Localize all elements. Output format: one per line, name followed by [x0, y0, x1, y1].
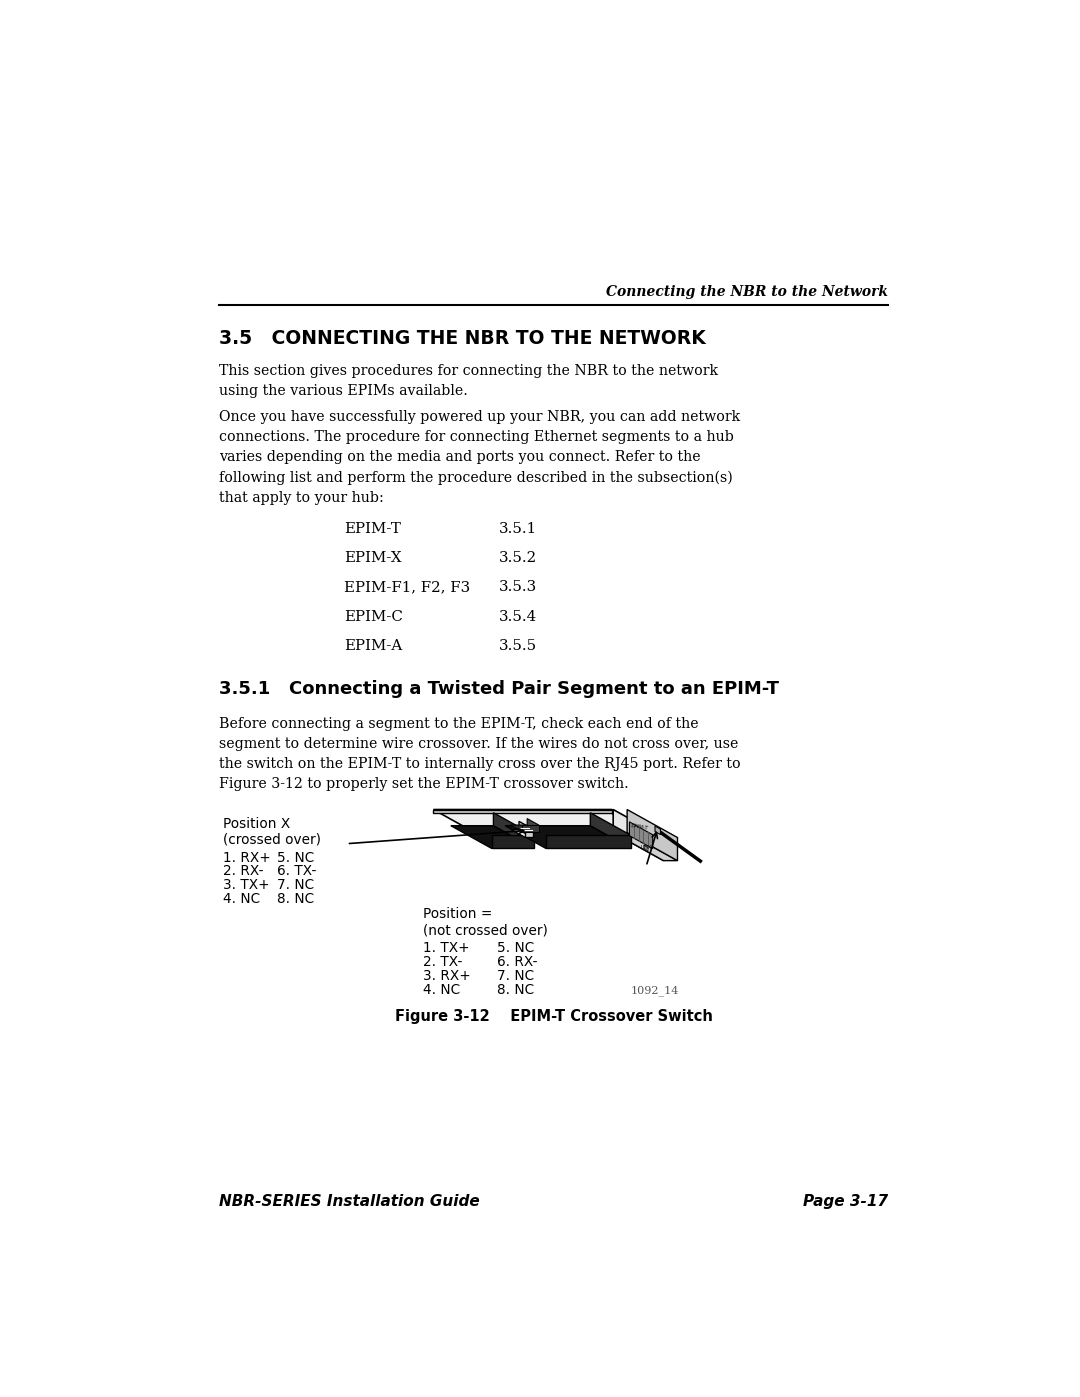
- Text: EPIM-X: EPIM-X: [345, 550, 402, 566]
- Polygon shape: [545, 835, 631, 848]
- Polygon shape: [613, 809, 663, 861]
- Polygon shape: [450, 826, 535, 848]
- Polygon shape: [433, 809, 662, 838]
- Polygon shape: [656, 826, 661, 834]
- Text: EPIM-T: EPIM-T: [630, 823, 648, 831]
- Text: 4. NC: 4. NC: [222, 893, 259, 907]
- Polygon shape: [627, 809, 677, 861]
- Text: 3. TX+: 3. TX+: [222, 879, 269, 893]
- Polygon shape: [519, 821, 532, 837]
- Text: 4. NC: 4. NC: [423, 983, 460, 997]
- Text: NBR-SERIES Installation Guide: NBR-SERIES Installation Guide: [218, 1193, 480, 1208]
- Text: LINK: LINK: [640, 845, 651, 851]
- Text: 3.5.2: 3.5.2: [499, 550, 538, 566]
- Text: 1092_14: 1092_14: [631, 985, 679, 996]
- Polygon shape: [613, 833, 677, 861]
- Polygon shape: [591, 813, 631, 848]
- Polygon shape: [511, 830, 532, 837]
- Polygon shape: [630, 821, 652, 848]
- Polygon shape: [611, 809, 662, 841]
- Text: Before connecting a segment to the EPIM-T, check each end of the
segment to dete: Before connecting a segment to the EPIM-…: [218, 717, 740, 791]
- Polygon shape: [644, 845, 648, 851]
- Text: EPIM-A: EPIM-A: [345, 638, 403, 652]
- Text: 7. NC: 7. NC: [497, 970, 534, 983]
- Polygon shape: [494, 813, 535, 848]
- Text: 3.5.1: 3.5.1: [499, 522, 538, 536]
- Text: EPIM-F1, F2, F3: EPIM-F1, F2, F3: [345, 580, 471, 594]
- Text: 5. NC: 5. NC: [276, 851, 314, 865]
- Polygon shape: [522, 826, 539, 831]
- Text: 2. TX-: 2. TX-: [423, 956, 462, 970]
- Text: EPIM-T: EPIM-T: [345, 522, 401, 536]
- Text: 6. TX-: 6. TX-: [276, 865, 316, 879]
- Polygon shape: [527, 819, 539, 831]
- Text: 1. TX+: 1. TX+: [423, 942, 470, 956]
- Text: 3.5.1   Connecting a Twisted Pair Segment to an EPIM-T: 3.5.1 Connecting a Twisted Pair Segment …: [218, 680, 779, 697]
- Text: 3.5.3: 3.5.3: [499, 580, 538, 594]
- Polygon shape: [505, 826, 631, 848]
- Text: EPIM-C: EPIM-C: [345, 609, 403, 623]
- Text: This section gives procedures for connecting the NBR to the network
using the va: This section gives procedures for connec…: [218, 365, 718, 398]
- Text: 3.5.5: 3.5.5: [499, 638, 538, 652]
- Text: Page 3-17: Page 3-17: [804, 1193, 889, 1208]
- Polygon shape: [510, 826, 539, 831]
- Text: 8. NC: 8. NC: [497, 983, 534, 997]
- Text: 3. RX+: 3. RX+: [423, 970, 471, 983]
- Text: 1. RX+: 1. RX+: [222, 851, 270, 865]
- Text: 3.5   CONNECTING THE NBR TO THE NETWORK: 3.5 CONNECTING THE NBR TO THE NETWORK: [218, 330, 705, 348]
- Text: 7. NC: 7. NC: [276, 879, 314, 893]
- Text: Position X
(crossed over): Position X (crossed over): [222, 817, 321, 847]
- Text: Figure 3-12    EPIM-T Crossover Switch: Figure 3-12 EPIM-T Crossover Switch: [394, 1009, 713, 1024]
- Polygon shape: [433, 809, 611, 813]
- Text: 8. NC: 8. NC: [276, 893, 314, 907]
- Text: Position =
(not crossed over): Position = (not crossed over): [423, 907, 549, 937]
- Text: 5. NC: 5. NC: [497, 942, 535, 956]
- Text: Once you have successfully powered up your NBR, you can add network
connections.: Once you have successfully powered up yo…: [218, 411, 740, 504]
- Text: 6. RX-: 6. RX-: [497, 956, 538, 970]
- Text: 3.5.4: 3.5.4: [499, 609, 538, 623]
- Polygon shape: [491, 835, 535, 848]
- Polygon shape: [525, 828, 532, 837]
- Text: 2. RX-: 2. RX-: [222, 865, 264, 879]
- Text: Connecting the NBR to the Network: Connecting the NBR to the Network: [606, 285, 889, 299]
